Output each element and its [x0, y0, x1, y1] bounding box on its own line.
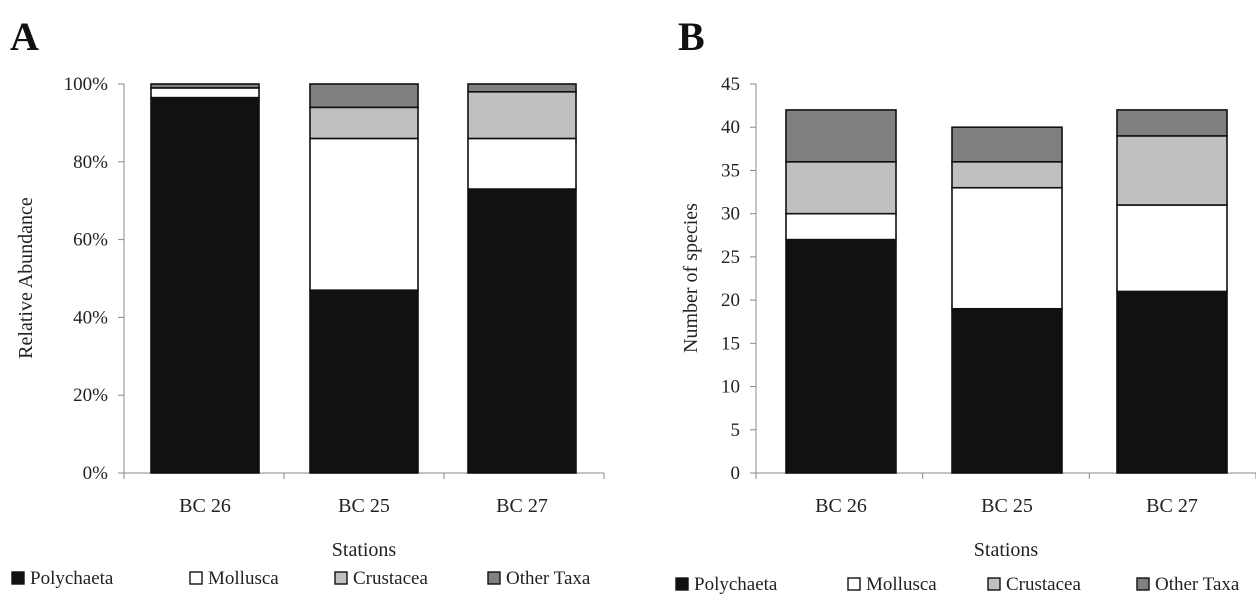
legend-label-mollusca: Mollusca [208, 568, 279, 589]
x-axis-title: Stations [332, 539, 397, 561]
y-tick-label: 40 [721, 117, 740, 138]
bar-mollusca-bc-27 [467, 137, 577, 190]
legend-swatch-mollusca [189, 571, 203, 585]
x-category-label: BC 25 [338, 495, 390, 517]
bar-other-taxa-bc-27 [1116, 109, 1228, 137]
y-tick-label: 20 [721, 290, 740, 311]
bar-crustacea-bc-26 [785, 161, 897, 215]
bar-mollusca-bc-25 [951, 186, 1063, 310]
panel-letter: A [10, 14, 39, 59]
legend-label-mollusca: Mollusca [866, 574, 937, 595]
bar-polychaeta-bc-27 [1116, 290, 1228, 474]
chart-panel-b: B 0 5 10 15 20 25 30 35 40 45 BC 26 BC 25 BC 27 Statio… [675, 14, 1256, 595]
legend-swatch-polychaeta [11, 571, 25, 585]
y-tick-label: 25 [721, 247, 740, 268]
bar-mollusca-bc-25 [309, 137, 419, 291]
legend-swatch-other-taxa [1136, 577, 1150, 591]
legend-label-polychaeta: Polychaeta [30, 568, 114, 589]
y-tick-label: 40% [73, 307, 108, 328]
bar-mollusca-bc-26 [785, 212, 897, 241]
bar-polychaeta-bc-26 [785, 238, 897, 474]
y-tick-label: 0 [731, 463, 741, 484]
chart-panel-a: A 0% 20% 40% 60% 80% 100% BC 26 BC 25 BC 27 Statio… [10, 14, 605, 589]
legend-label-polychaeta: Polychaeta [694, 574, 778, 595]
panel-letter: B [678, 14, 705, 59]
legend-swatch-mollusca [847, 577, 861, 591]
bar-other-taxa-bc-26 [785, 109, 897, 163]
x-axis-title: Stations [974, 539, 1039, 561]
x-category-label: BC 25 [981, 495, 1033, 517]
legend: Polychaeta Mollusca Crustacea Other Taxa [11, 568, 591, 589]
y-tick-label: 20% [73, 385, 108, 406]
y-tick-label: 10 [721, 377, 740, 398]
y-tick-label: 35 [721, 160, 740, 181]
bar-crustacea-bc-27 [1116, 135, 1228, 206]
bar-polychaeta-bc-25 [309, 289, 419, 474]
legend-swatch-polychaeta [675, 577, 689, 591]
y-tick-label: 100% [64, 74, 109, 95]
legend-label-crustacea: Crustacea [1006, 574, 1081, 595]
x-category-label: BC 26 [815, 495, 867, 517]
y-tick-label: 60% [73, 230, 108, 251]
bar-other-taxa-bc-25 [951, 126, 1063, 163]
bar-crustacea-bc-25 [951, 161, 1063, 189]
x-category-label: BC 27 [1146, 495, 1198, 517]
y-tick-label: 80% [73, 152, 108, 173]
bar-polychaeta-bc-25 [951, 307, 1063, 474]
x-category-label: BC 27 [496, 495, 548, 517]
bar-other-taxa-bc-25 [309, 83, 419, 109]
bar-other-taxa-bc-27 [467, 83, 577, 93]
bar-polychaeta-bc-26 [150, 96, 260, 474]
legend-swatch-crustacea [987, 577, 1001, 591]
y-tick-label: 5 [731, 420, 741, 441]
bar-other-taxa-bc-26 [150, 83, 260, 89]
y-axis-title: Relative Abundance [15, 197, 37, 359]
legend-label-other-taxa: Other Taxa [1155, 574, 1240, 595]
bar-mollusca-bc-26 [150, 87, 260, 99]
legend-swatch-other-taxa [487, 571, 501, 585]
y-tick-label: 15 [721, 333, 740, 354]
y-axis-title: Number of species [680, 203, 702, 353]
y-tick-label: 30 [721, 204, 740, 225]
legend-swatch-crustacea [334, 571, 348, 585]
bar-crustacea-bc-25 [309, 106, 419, 140]
bar-crustacea-bc-27 [467, 90, 577, 140]
bar-polychaeta-bc-27 [467, 188, 577, 474]
bar-mollusca-bc-27 [1116, 204, 1228, 293]
legend-label-crustacea: Crustacea [353, 568, 428, 589]
y-tick-label: 0% [83, 463, 109, 484]
x-category-label: BC 26 [179, 495, 231, 517]
legend: Polychaeta Mollusca Crustacea Other Taxa [675, 574, 1240, 595]
y-tick-label: 45 [721, 74, 740, 95]
legend-label-other-taxa: Other Taxa [506, 568, 591, 589]
